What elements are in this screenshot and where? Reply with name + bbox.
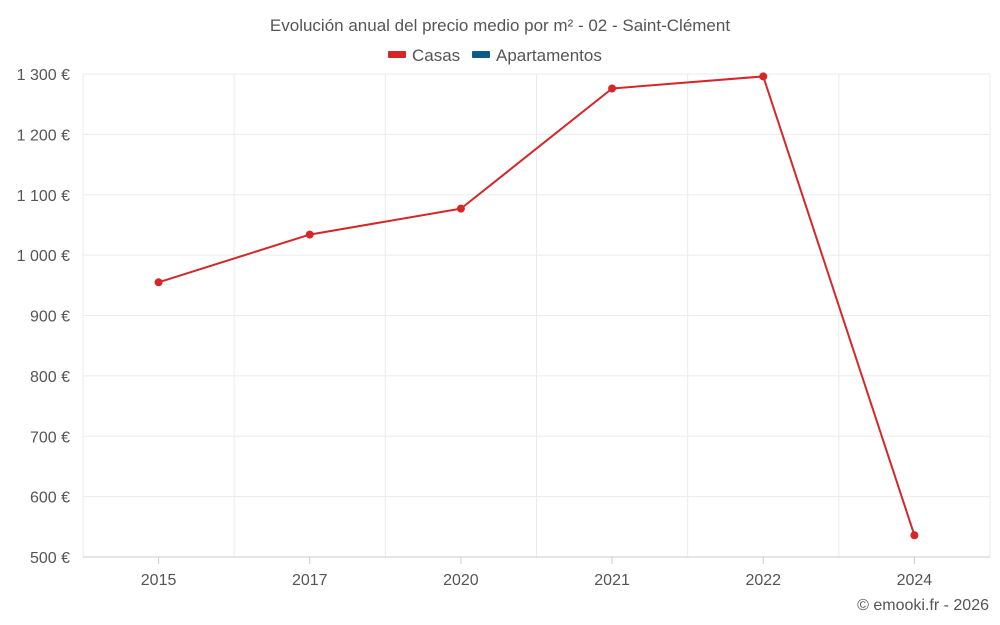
x-tick-label: 2022 [745,572,781,589]
data-point-casas-2022[interactable] [759,72,768,81]
x-axis: 2015 2017 2020 2021 2022 2024 [83,556,990,589]
y-axis: 500 € 600 € 700 € 800 € 900 € 1 000 € 1 100 € 1… [17,67,70,567]
legend-item-casas[interactable]: Casas [388,46,460,65]
series-line-casas [158,75,916,536]
series-layer [154,72,919,540]
y-tick-label: 500 € [30,550,70,567]
copyright-footer: © emooki.fr - 2026 [857,597,989,614]
legend-label-apartamentos: Apartamentos [496,46,602,65]
y-tick-label: 1 300 € [17,67,70,84]
data-point-casas-2021[interactable] [608,84,617,93]
data-point-casas-2024[interactable] [910,531,919,540]
y-tick-label: 800 € [30,369,70,386]
x-tick-label: 2015 [141,572,177,589]
data-point-casas-2020[interactable] [456,204,465,213]
legend-label-casas: Casas [412,46,460,65]
y-tick-label: 1 000 € [17,248,70,265]
x-tick-label: 2021 [594,572,630,589]
x-tick-label: 2020 [443,572,479,589]
y-tick-label: 900 € [30,309,70,326]
data-point-casas-2017[interactable] [305,230,314,239]
y-tick-label: 1 200 € [17,127,70,144]
x-tick-label: 2017 [292,572,328,589]
y-tick-label: 600 € [30,490,70,507]
grid [82,73,991,557]
y-tick-label: 1 100 € [17,188,70,205]
legend-item-apartamentos[interactable]: Apartamentos [472,46,602,65]
x-tick-label: 2024 [897,572,933,589]
legend: Casas Apartamentos [388,46,602,65]
data-point-casas-2015[interactable] [154,278,163,287]
legend-swatch-apartamentos [472,51,490,58]
chart-title: Evolución anual del precio medio por m² … [270,16,730,35]
y-tick-label: 700 € [30,429,70,446]
legend-swatch-casas [388,51,406,58]
